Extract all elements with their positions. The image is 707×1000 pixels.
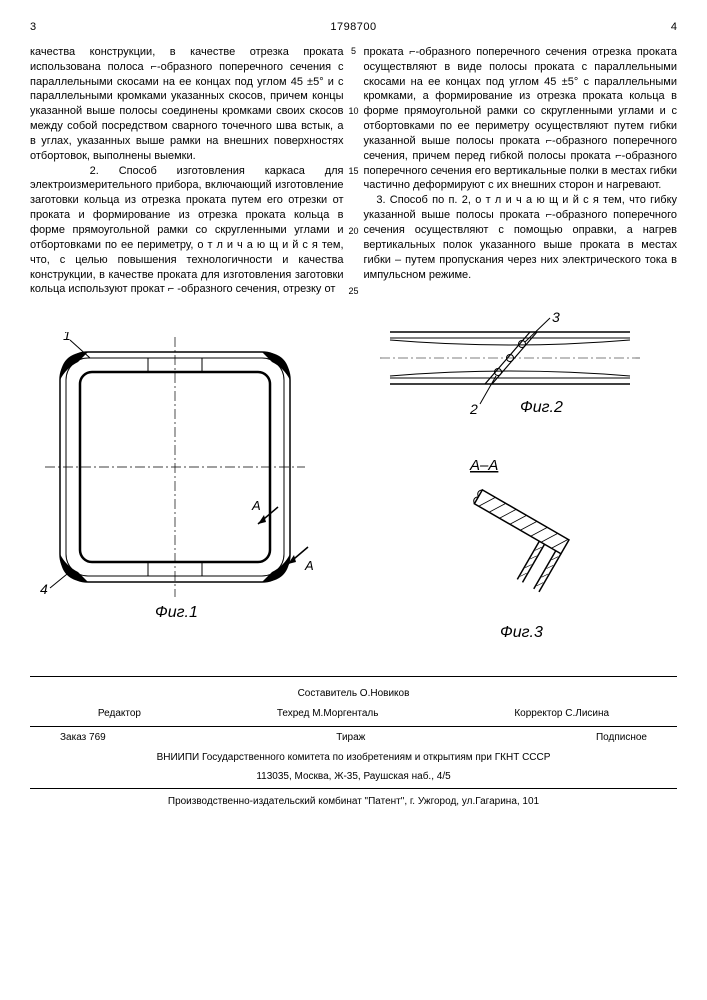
right-para-2: 3. Способ по п. 2, о т л и ч а ю щ и й с…: [364, 194, 678, 280]
svg-text:A: A: [304, 558, 314, 573]
podpisnoe: Подписное: [596, 731, 647, 745]
text-columns: качества конструкции, в качестве отрезка…: [30, 45, 677, 297]
line-numbers: 510152025: [344, 45, 364, 346]
figure-1: 1 4 A A Фиг.1: [30, 332, 330, 642]
tirazh: Тираж: [336, 731, 365, 745]
callout-2: 2: [469, 401, 478, 417]
patent-number: 1798700: [330, 20, 376, 35]
order-row: Заказ 769 Тираж Подписное: [30, 731, 677, 745]
callout-1: 1: [63, 332, 71, 343]
fig3-label: Фиг.3: [500, 624, 543, 641]
page-num-right: 4: [671, 20, 677, 35]
right-para-1: проката ⌐-образного поперечного сечения …: [364, 46, 678, 192]
svg-text:A: A: [251, 498, 261, 513]
editor: Редактор: [98, 707, 141, 721]
divider-mid: [30, 726, 677, 727]
order: Заказ 769: [60, 731, 106, 745]
page-header: 3 1798700 4: [30, 20, 677, 35]
right-column: проката ⌐-образного поперечного сечения …: [364, 45, 678, 297]
credits-block: Составитель О.Новиков Редактор Техред М.…: [30, 687, 677, 720]
figure-3: A–A: [400, 452, 620, 652]
callout-4: 4: [40, 581, 48, 597]
page-num-left: 3: [30, 20, 36, 35]
org-line: ВНИИПИ Государственного комитета по изоб…: [30, 751, 677, 765]
printer-line: Производственно-издательский комбинат "П…: [30, 795, 677, 809]
figure-2: 3 2 Фиг.2: [370, 312, 650, 422]
fig2-label: Фиг.2: [520, 399, 563, 416]
section-arrow-top: A: [251, 498, 278, 524]
fig1-label: Фиг.1: [155, 604, 198, 621]
left-column: качества конструкции, в качестве отрезка…: [30, 45, 344, 297]
callout-3: 3: [552, 312, 560, 325]
section-arrow-bottom: A: [288, 547, 314, 573]
figures-area: 1 4 A A Фиг.1 3: [30, 312, 677, 672]
techred: Техред М.Моргенталь: [277, 707, 379, 721]
divider-bottom: [30, 788, 677, 789]
corrector: Корректор С.Лисина: [514, 707, 609, 721]
section-label: A–A: [469, 457, 498, 474]
divider-top: [30, 676, 677, 677]
compiler: Составитель О.Новиков: [30, 687, 677, 701]
address-line: 113035, Москва, Ж-35, Раушская наб., 4/5: [30, 770, 677, 784]
left-para-1: качества конструкции, в качестве отрезка…: [30, 46, 344, 162]
left-para-2: 2. Способ изготовления каркаса для элект…: [30, 165, 344, 296]
